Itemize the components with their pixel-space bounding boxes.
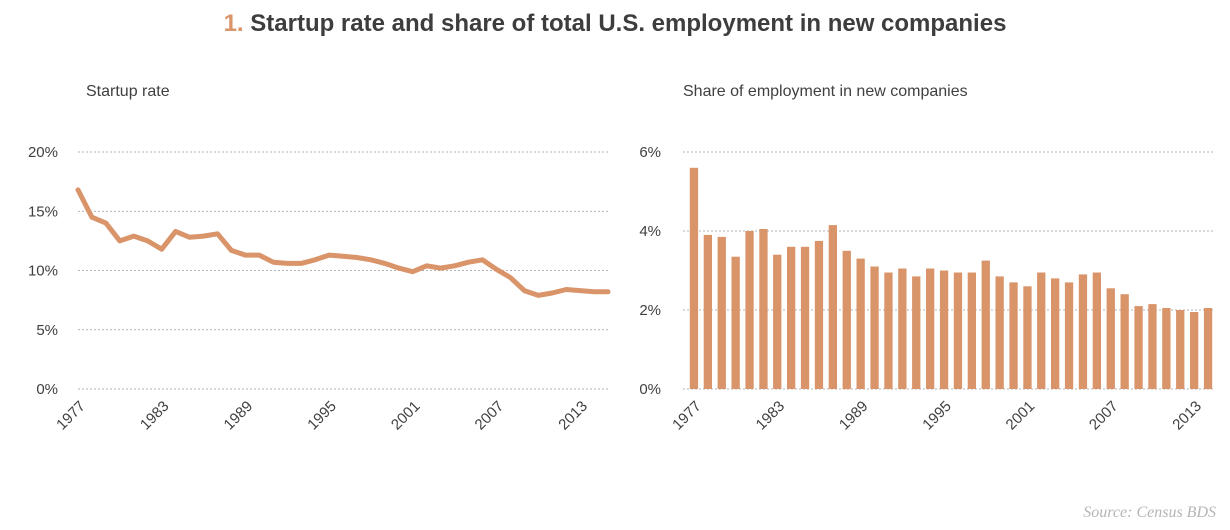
employment-share-bar [1051, 278, 1060, 389]
employment-share-bar [1120, 294, 1129, 389]
employment-share-bar [1092, 272, 1101, 389]
right-x-tick-label: 2013 [1169, 398, 1205, 434]
employment-share-bar [995, 276, 1004, 389]
startup-rate-chart: Startup rate 0% 5% 10% 15% 20% 1977 1983 1989 199… [28, 83, 611, 434]
employment-share-bar [1064, 282, 1074, 389]
right-y-tick-label: 6% [639, 144, 661, 161]
employment-share-bar [1203, 308, 1213, 389]
employment-share-bar [953, 272, 963, 389]
employment-share-bar [828, 225, 837, 389]
left-x-tick-label: 1983 [137, 398, 173, 434]
right-chart-subtitle: Share of employment in new companies [683, 83, 968, 100]
right-x-tick-label: 2001 [1003, 398, 1039, 434]
employment-share-chart: Share of employment in new companies 0% 2%… [639, 83, 1215, 434]
right-x-tick-label: 1983 [753, 398, 789, 434]
main-title: 1. Startup rate and share of total U.S. … [0, 10, 1230, 38]
employment-share-bar [856, 258, 865, 389]
employment-share-bar [1148, 304, 1157, 389]
employment-share-bar [800, 246, 810, 389]
employment-share-bar [842, 250, 851, 390]
employment-share-bar [731, 256, 740, 389]
left-x-tick-label: 1977 [53, 398, 89, 434]
employment-share-bar [898, 268, 907, 389]
left-chart-subtitle: Startup rate [86, 83, 170, 100]
employment-share-bar [1190, 312, 1199, 389]
right-x-tick-label: 1977 [669, 398, 705, 434]
employment-share-bar [1037, 272, 1046, 389]
employment-share-bar [703, 234, 712, 389]
employment-share-bar [689, 167, 699, 389]
employment-share-bar [981, 260, 990, 389]
employment-share-bar [745, 231, 754, 389]
left-x-tick-label: 1995 [304, 398, 340, 434]
employment-share-bar [1176, 310, 1185, 389]
right-y-tick-label: 0% [639, 381, 661, 398]
employment-share-bar [1009, 282, 1018, 389]
employment-share-bar [1162, 308, 1171, 389]
employment-share-bar [912, 276, 921, 389]
title-text: Startup rate and share of total U.S. emp… [250, 10, 1007, 37]
left-y-tick-label: 5% [36, 322, 58, 339]
left-x-tick-label: 2013 [555, 398, 591, 434]
right-y-tick-label: 2% [639, 302, 661, 319]
employment-share-bar [1023, 286, 1032, 389]
left-y-tick-label: 0% [36, 381, 58, 398]
source-note: Source: Census BDS [1083, 504, 1216, 521]
startup-rate-line [75, 187, 611, 298]
right-x-tick-label: 1995 [919, 398, 955, 434]
employment-share-bar [939, 270, 949, 389]
title-number: 1. [223, 10, 244, 37]
employment-share-bar [870, 266, 879, 389]
left-x-tick-label: 2001 [388, 398, 424, 434]
employment-share-bar [787, 246, 796, 389]
employment-share-bar [814, 240, 824, 389]
employment-share-bar [759, 229, 768, 389]
left-y-tick-label: 10% [28, 263, 58, 280]
employment-share-bar [967, 272, 976, 389]
right-x-tick-label: 2007 [1086, 398, 1122, 434]
employment-share-bar [884, 272, 893, 389]
employment-share-bar [773, 254, 782, 389]
right-x-tick-label: 1989 [836, 398, 872, 434]
left-y-tick-label: 15% [28, 203, 58, 220]
employment-share-bar [1134, 306, 1143, 389]
right-y-tick-label: 4% [639, 223, 661, 240]
employment-share-bar [1106, 288, 1115, 389]
employment-share-bar [926, 268, 935, 389]
left-y-tick-label: 20% [28, 144, 58, 161]
employment-share-bar [717, 236, 726, 389]
left-x-tick-label: 2007 [472, 398, 508, 434]
left-x-tick-label: 1989 [221, 398, 257, 434]
employment-share-bar [1078, 274, 1088, 389]
